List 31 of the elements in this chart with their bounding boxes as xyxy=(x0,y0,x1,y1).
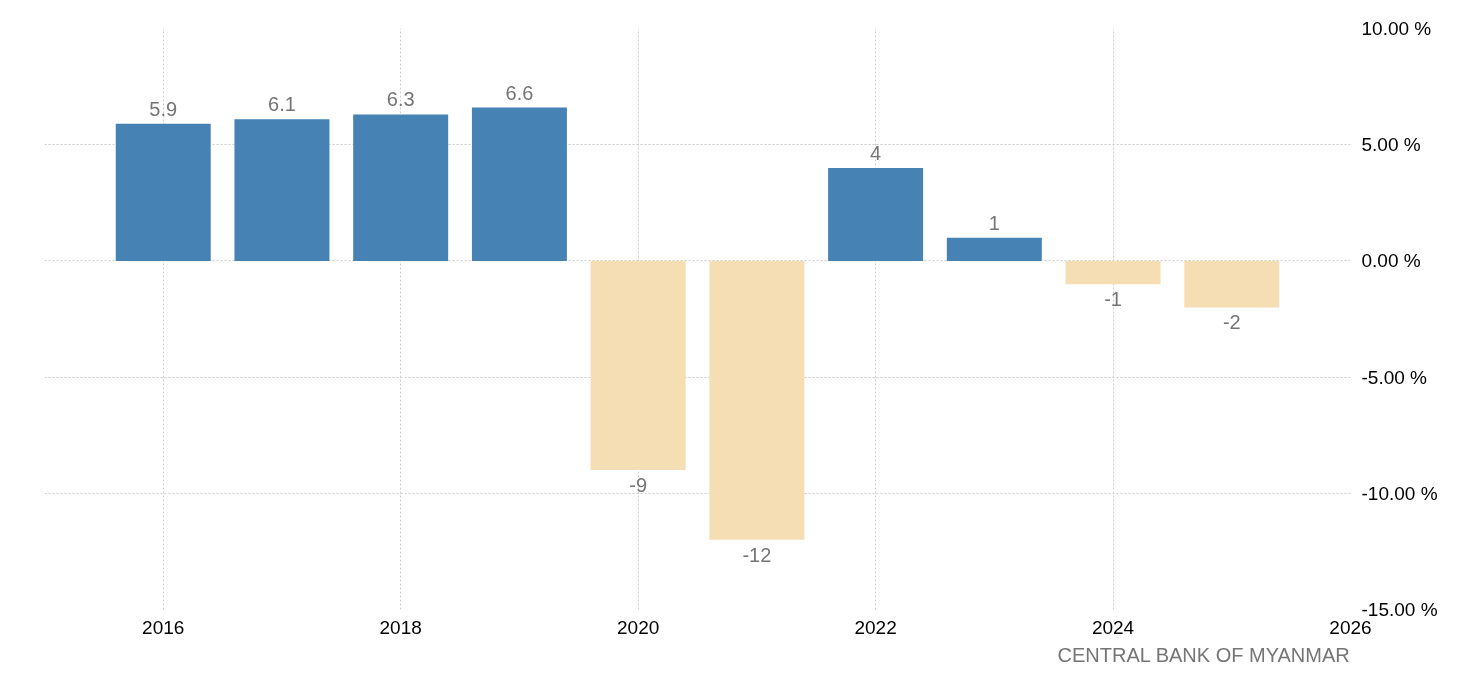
x-tick-label: 2022 xyxy=(854,616,897,638)
y-tick-label: 0.00 % xyxy=(1361,250,1421,272)
bar xyxy=(590,260,686,471)
data-label: -9 xyxy=(629,474,648,497)
data-label: -12 xyxy=(742,543,772,566)
bar xyxy=(946,237,1042,261)
bar xyxy=(471,107,567,261)
bar xyxy=(1184,260,1280,308)
x-tick-label: 2020 xyxy=(617,616,660,638)
bar xyxy=(709,260,805,540)
bar xyxy=(115,123,211,261)
data-label: -1 xyxy=(1104,288,1122,311)
data-label: 6.3 xyxy=(386,88,415,111)
data-label: 5.9 xyxy=(149,97,178,120)
bar xyxy=(234,119,330,261)
x-tick-label: 2024 xyxy=(1091,616,1135,638)
data-label: 6.6 xyxy=(505,81,534,104)
data-label: 6.1 xyxy=(268,93,296,116)
y-tick-label: -5.00 % xyxy=(1361,366,1428,388)
x-tick-label: 2018 xyxy=(379,616,422,638)
bar xyxy=(353,114,449,261)
y-tick-label: -10.00 % xyxy=(1361,482,1438,504)
y-tick-label: 5.00 % xyxy=(1361,134,1421,156)
text: CENTRAL BANK OF MYANMAR xyxy=(1057,643,1350,666)
data-label: 4 xyxy=(870,141,882,164)
bar xyxy=(1065,260,1161,285)
bar xyxy=(828,167,924,261)
y-tick-label: 10.00 % xyxy=(1361,18,1432,39)
x-tick-label: 2016 xyxy=(142,616,185,638)
data-label: 1 xyxy=(988,211,1000,234)
data-label: -2 xyxy=(1222,311,1241,334)
